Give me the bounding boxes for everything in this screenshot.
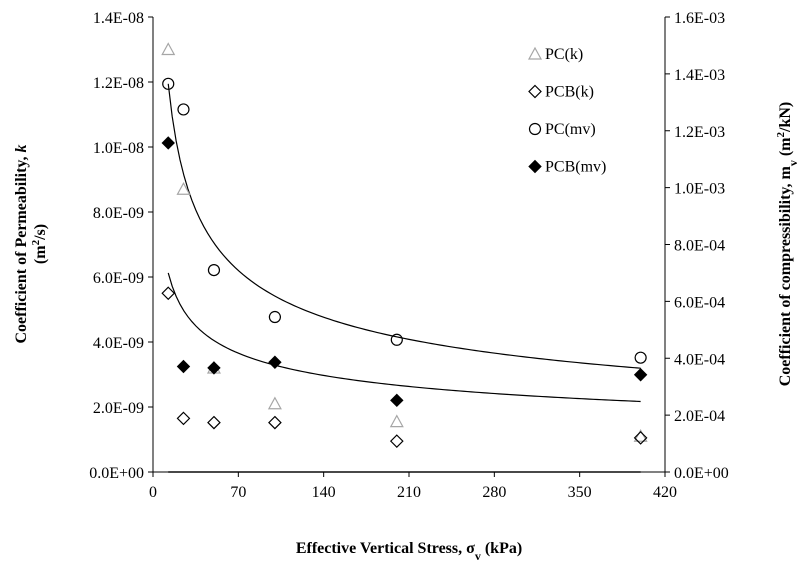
legend-label: PC(mv): [545, 121, 596, 138]
data-point: [633, 431, 648, 445]
data-point: [267, 396, 282, 410]
trendline: [167, 83, 641, 369]
data-point: [633, 428, 648, 442]
y-left-tick-label: 1.2E-08: [93, 75, 144, 92]
x-tick-label: 420: [653, 484, 677, 501]
y-left-tick-label: 6.0E-09: [93, 270, 144, 287]
y-left-tick-label: 4.0E-09: [93, 335, 144, 352]
data-point: [207, 263, 221, 277]
x-tick-label: 70: [230, 484, 246, 501]
trendline-group: [167, 83, 641, 473]
y-right-tick-label: 1.0E-03: [674, 181, 725, 198]
legend-label: PC(k): [545, 46, 583, 63]
data-point: [390, 393, 404, 408]
data-point: [176, 411, 191, 426]
data-point: [161, 136, 175, 150]
y-left-tick-label: 8.0E-09: [93, 205, 144, 222]
y-right-tick-label: 4.0E-04: [674, 351, 725, 368]
y-left-tick-label: 1.4E-08: [93, 10, 144, 27]
x-axis-label: Effective Vertical Stress, σv (kPa): [296, 540, 522, 563]
y-left-tick-label: 2.0E-09: [93, 400, 144, 417]
legend-marker: [528, 159, 542, 174]
data-point: [268, 355, 282, 369]
legend-marker: [528, 122, 542, 136]
legend: PC(k) PCB(k) PC(mv) PCB(mv): [527, 46, 606, 176]
trendline: [167, 272, 641, 403]
data-point: [161, 286, 176, 301]
y-right-tick-label: 1.2E-03: [674, 124, 725, 141]
data-point-group: [161, 42, 648, 448]
x-tick-label: 210: [397, 484, 421, 501]
svg-text:(m2/s): (m2/s): [30, 224, 49, 264]
tick-group: 0 70 140 210 280 350 420 0.0E+00 2.0E-09 4.0E-09 6…: [89, 10, 729, 501]
data-point: [161, 42, 176, 56]
legend-label: PCB(k): [545, 84, 594, 101]
data-point: [633, 368, 648, 382]
y-right-tick-label: 8.0E-04: [674, 238, 725, 255]
y-right-tick-label: 1.4E-03: [674, 67, 725, 84]
data-point: [176, 359, 191, 374]
data-point: [176, 181, 191, 195]
data-point: [177, 103, 190, 116]
data-point: [268, 415, 282, 430]
x-tick-label: 0: [149, 484, 157, 501]
legend-marker: [528, 84, 542, 99]
data-point: [389, 414, 404, 428]
x-tick-label: 280: [482, 484, 506, 501]
y-left-tick-label: 1.0E-08: [93, 140, 144, 157]
y-right-tick-label: 2.0E-04: [674, 408, 725, 425]
data-point: [268, 310, 282, 324]
y-right-tick-label: 6.0E-04: [674, 294, 725, 311]
y-right-axis-label: Coefficient of compressibility, mv (m2/k…: [775, 102, 800, 387]
x-tick-label: 350: [568, 484, 592, 501]
data-point: [389, 434, 404, 448]
y-right-tick-label: 0.0E+00: [674, 465, 729, 482]
y-left-tick-label: 0.0E+00: [89, 465, 144, 482]
svg-text:Coefficient of Permeability, k: Coefficient of Permeability, k: [13, 144, 30, 343]
x-tick-label: 140: [312, 484, 336, 501]
y-left-axis-label: Coefficient of Permeability, k (m2/s): [13, 144, 49, 343]
legend-marker: [527, 46, 543, 60]
data-point: [207, 415, 221, 430]
y-right-tick-label: 1.6E-03: [674, 10, 725, 27]
legend-label: PCB(mv): [545, 159, 606, 176]
data-point: [634, 351, 647, 364]
svg-text:Coefficient of compressibility: Coefficient of compressibility, mv (m2/k…: [775, 102, 800, 387]
data-point: [390, 333, 403, 346]
data-point: [207, 361, 221, 375]
data-point: [162, 77, 175, 90]
